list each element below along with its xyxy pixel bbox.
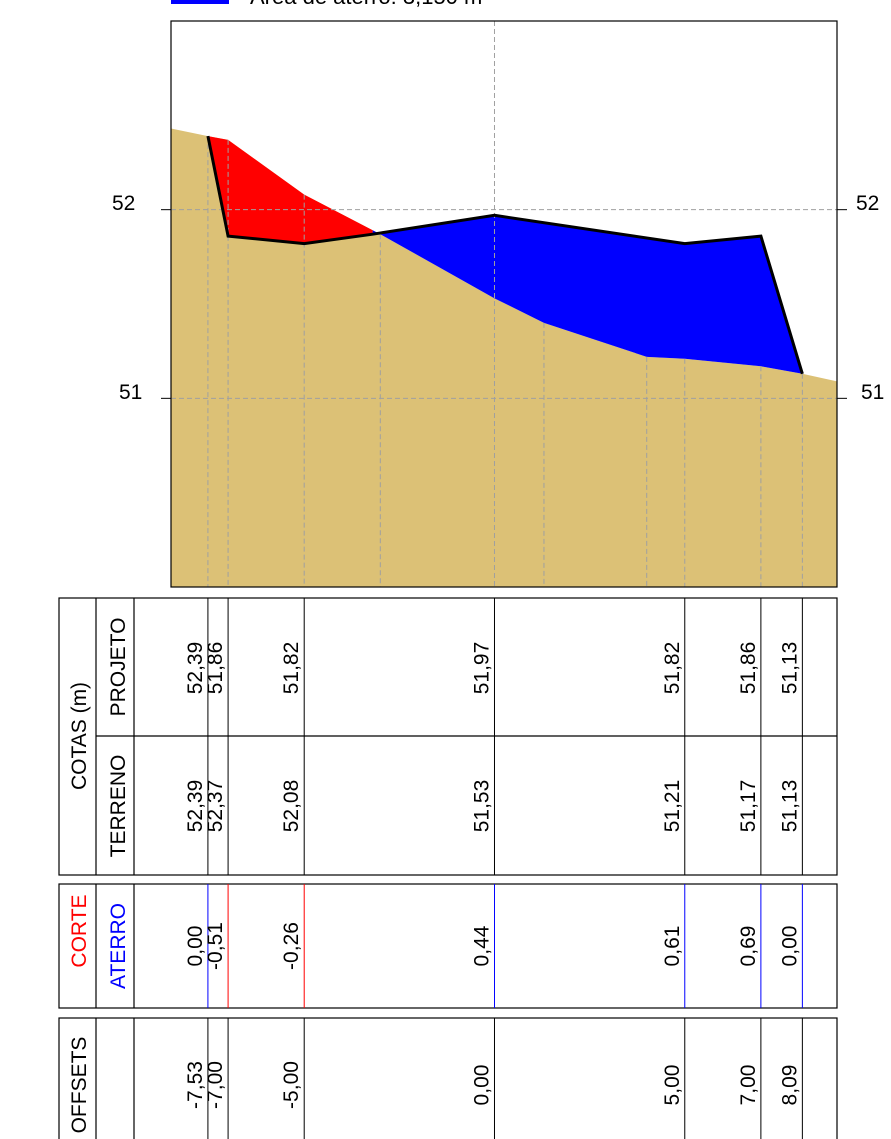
corte-aterro-value: 0,44 <box>470 925 493 966</box>
offset-value: -7,00 <box>204 1061 227 1109</box>
corte-aterro-table: CORTE ATERRO 0,00-0,51 -0,26 0,44 0,61 0,69 0… <box>58 883 838 1009</box>
terreno-value: 52,39 <box>184 780 207 833</box>
y-tick-51-right: 51 <box>861 381 884 404</box>
projeto-value: 51,86 <box>737 642 760 695</box>
aterro-area <box>372 215 803 374</box>
corte-label: CORTE <box>68 894 91 967</box>
legend-fill-swatch <box>171 0 229 4</box>
cotas-table: COTAS (m) PROJETO TERRENO 52,3952,3951,8… <box>58 597 838 876</box>
projeto-value: 51,86 <box>204 642 227 695</box>
offsets-label: OFFSETS <box>68 1037 91 1134</box>
corte-aterro-value: 0,00 <box>778 926 801 967</box>
plot-frame <box>170 20 838 588</box>
offsets-columns: -7,53-7,00 -5,00 0,00 5,00 7,00 8,09 <box>184 1018 803 1139</box>
terreno-value: 51,13 <box>778 780 801 833</box>
terreno-label: TERRENO <box>107 755 130 858</box>
projeto-value: 51,82 <box>661 642 684 695</box>
offset-value: -5,00 <box>280 1061 303 1109</box>
offset-value: 7,00 <box>737 1065 760 1106</box>
terreno-value: 51,17 <box>737 780 760 833</box>
projeto-value: 51,97 <box>470 642 493 695</box>
projeto-value: 51,82 <box>280 642 303 695</box>
terreno-value: 52,37 <box>204 780 227 833</box>
corte-aterro-value: 0,00 <box>184 926 207 967</box>
design-profile-line <box>206 135 804 375</box>
corte-aterro-value: 0,61 <box>661 926 684 967</box>
y-tick-52-right: 52 <box>856 192 879 215</box>
projeto-value: 51,13 <box>778 642 801 695</box>
y-tick-51-left: 51 <box>119 381 142 404</box>
corte-aterro-value: -0,51 <box>204 922 227 970</box>
offset-value: 8,09 <box>778 1065 801 1106</box>
corte-aterro-columns: 0,00-0,51 -0,26 0,44 0,61 0,69 0,00 <box>184 884 803 1008</box>
offset-value: 5,00 <box>661 1065 684 1106</box>
offset-value: -7,53 <box>184 1061 207 1109</box>
aterro-label: ATERRO <box>107 903 130 989</box>
terrain-area <box>171 128 837 588</box>
cotas-columns: 52,3952,3951,8652,3751,8252,0851,9751,53… <box>184 598 803 875</box>
y-tick-52-left: 52 <box>112 192 135 215</box>
legend-fill-label: Área de aterro: 3,150 m² <box>250 0 490 9</box>
corte-aterro-value: 0,69 <box>737 926 760 967</box>
terreno-value: 52,08 <box>280 780 303 833</box>
terreno-value: 51,21 <box>661 780 684 833</box>
projeto-value: 52,39 <box>184 642 207 695</box>
offsets-table: OFFSETS -7,53-7,00 -5,00 0,00 5,00 7,00 8,09 <box>58 1017 838 1139</box>
corte-area <box>207 136 373 244</box>
plot-area: 52 51 52 51 <box>112 20 884 588</box>
projeto-label: PROJETO <box>107 618 130 717</box>
terreno-value: 51,53 <box>470 780 493 833</box>
offset-value: 0,00 <box>470 1065 493 1106</box>
corte-aterro-value: -0,26 <box>280 922 303 970</box>
cotas-title: COTAS (m) <box>68 682 91 790</box>
legend: Área de aterro: 3,150 m² <box>171 0 490 9</box>
grid <box>161 21 847 587</box>
